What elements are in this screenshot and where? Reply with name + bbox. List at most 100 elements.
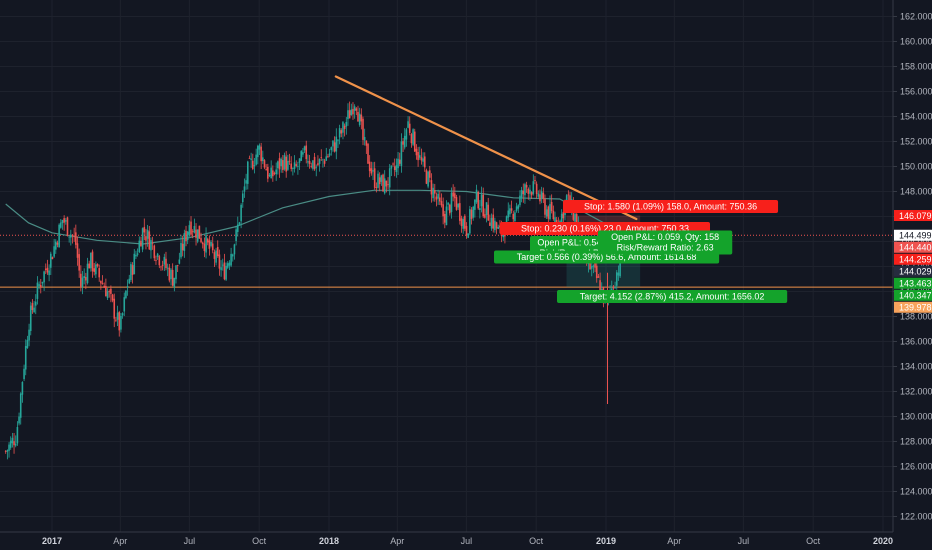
candle-body <box>310 165 313 167</box>
candle-body <box>527 188 530 194</box>
candle-body <box>352 108 354 115</box>
y-tick-label: 144.000 <box>900 237 932 247</box>
position-1-stop-label: Stop: 1.580 (1.09%) 158.0, Amount: 750.3… <box>584 202 757 212</box>
price-tag-bg <box>894 210 932 222</box>
candle-body <box>246 161 249 184</box>
candle-body <box>442 204 444 217</box>
candle-body <box>597 276 600 278</box>
candle-body <box>388 168 391 188</box>
candle-body <box>338 128 341 138</box>
candle-body <box>51 257 54 260</box>
position-1-pnl-box-pnl: Open P&L: 0.059, Qty: 158 <box>611 232 719 242</box>
candle-body <box>455 197 458 210</box>
candle-body <box>380 175 383 182</box>
candle-body <box>158 256 161 266</box>
candle-body <box>183 233 186 251</box>
candle-body <box>494 220 496 231</box>
price-tag-bg <box>894 289 932 301</box>
time-axis[interactable]: 2017 Apr Jul Oct 2018 Apr Jul Oct 2019 Apr Jul Oct 2… <box>42 536 893 546</box>
candle-body <box>178 259 181 264</box>
candle-body <box>615 272 618 286</box>
candle-body <box>295 164 298 166</box>
candle-body <box>257 145 259 158</box>
candle-body <box>29 305 32 331</box>
candle-body <box>529 189 531 194</box>
candle-body <box>48 270 50 276</box>
horizontal-levels <box>0 234 893 288</box>
candle-body <box>141 228 144 250</box>
candle-body <box>135 254 137 257</box>
candle-body <box>43 271 45 283</box>
candles <box>4 101 651 460</box>
y-tick-label: 124.000 <box>900 487 932 497</box>
y-tick-label: 138.000 <box>900 312 932 322</box>
y-tick-label: 148.000 <box>900 187 932 197</box>
candle-body <box>343 125 346 129</box>
price-tag: 144.029 <box>899 267 932 277</box>
candle-body <box>115 319 117 321</box>
candle-body <box>408 123 411 133</box>
candle-body <box>60 222 62 228</box>
candle-body <box>146 229 149 239</box>
candle-body <box>153 245 156 259</box>
candle-body <box>290 163 293 169</box>
grid <box>0 0 893 532</box>
candle-body <box>393 166 396 171</box>
candle-body <box>460 218 463 227</box>
y-tick-label: 130.000 <box>900 412 932 422</box>
candle-body <box>373 168 376 188</box>
candle-body <box>26 339 29 349</box>
candle-body <box>492 214 495 229</box>
x-tick-label: Apr <box>667 536 681 546</box>
candle-body <box>218 254 221 269</box>
candle-body <box>6 450 9 452</box>
candle-body <box>216 246 219 256</box>
candle-body <box>469 209 471 234</box>
candle-body <box>148 231 151 250</box>
candle-body <box>318 158 321 164</box>
candle-body <box>362 118 364 140</box>
candle-body <box>530 192 533 196</box>
candle-body <box>65 220 67 222</box>
candle-body <box>428 170 431 178</box>
candle-body <box>297 165 299 167</box>
candle-body <box>11 437 14 444</box>
candle-body <box>273 173 276 174</box>
candle-body <box>335 136 338 152</box>
candle-body <box>552 210 555 220</box>
candle-body <box>75 232 77 245</box>
x-tick-label: Jul <box>738 536 750 546</box>
candle-body <box>462 218 464 229</box>
candle-body <box>252 160 254 169</box>
time-axis-panel[interactable] <box>0 532 893 550</box>
candle-body <box>377 173 379 188</box>
candle-body <box>497 226 500 229</box>
candle-body <box>480 194 483 207</box>
candle-body <box>235 229 237 242</box>
candle-body <box>612 286 615 289</box>
candle-body <box>307 161 309 163</box>
candle-body <box>221 264 224 266</box>
candle-body <box>173 277 176 288</box>
candle-body <box>490 217 493 229</box>
candle-body <box>317 163 319 166</box>
trendline-layer[interactable] <box>334 75 638 221</box>
candle-body <box>464 215 466 229</box>
candle-body <box>283 155 286 170</box>
candle-body <box>512 213 515 220</box>
candle-body <box>23 368 25 380</box>
candle-body <box>24 346 27 370</box>
candle-body <box>547 206 550 219</box>
y-tick-label: 158.000 <box>900 62 932 72</box>
price-tag-bg <box>894 253 932 265</box>
candle-body <box>517 205 520 209</box>
candle-body <box>160 266 162 268</box>
candle-body <box>39 284 42 287</box>
trendline[interactable] <box>334 75 638 221</box>
candle-body <box>350 109 353 116</box>
candle-body <box>272 170 274 177</box>
candle-body <box>545 209 548 217</box>
candle-body <box>156 253 159 257</box>
candle-body <box>123 297 126 312</box>
